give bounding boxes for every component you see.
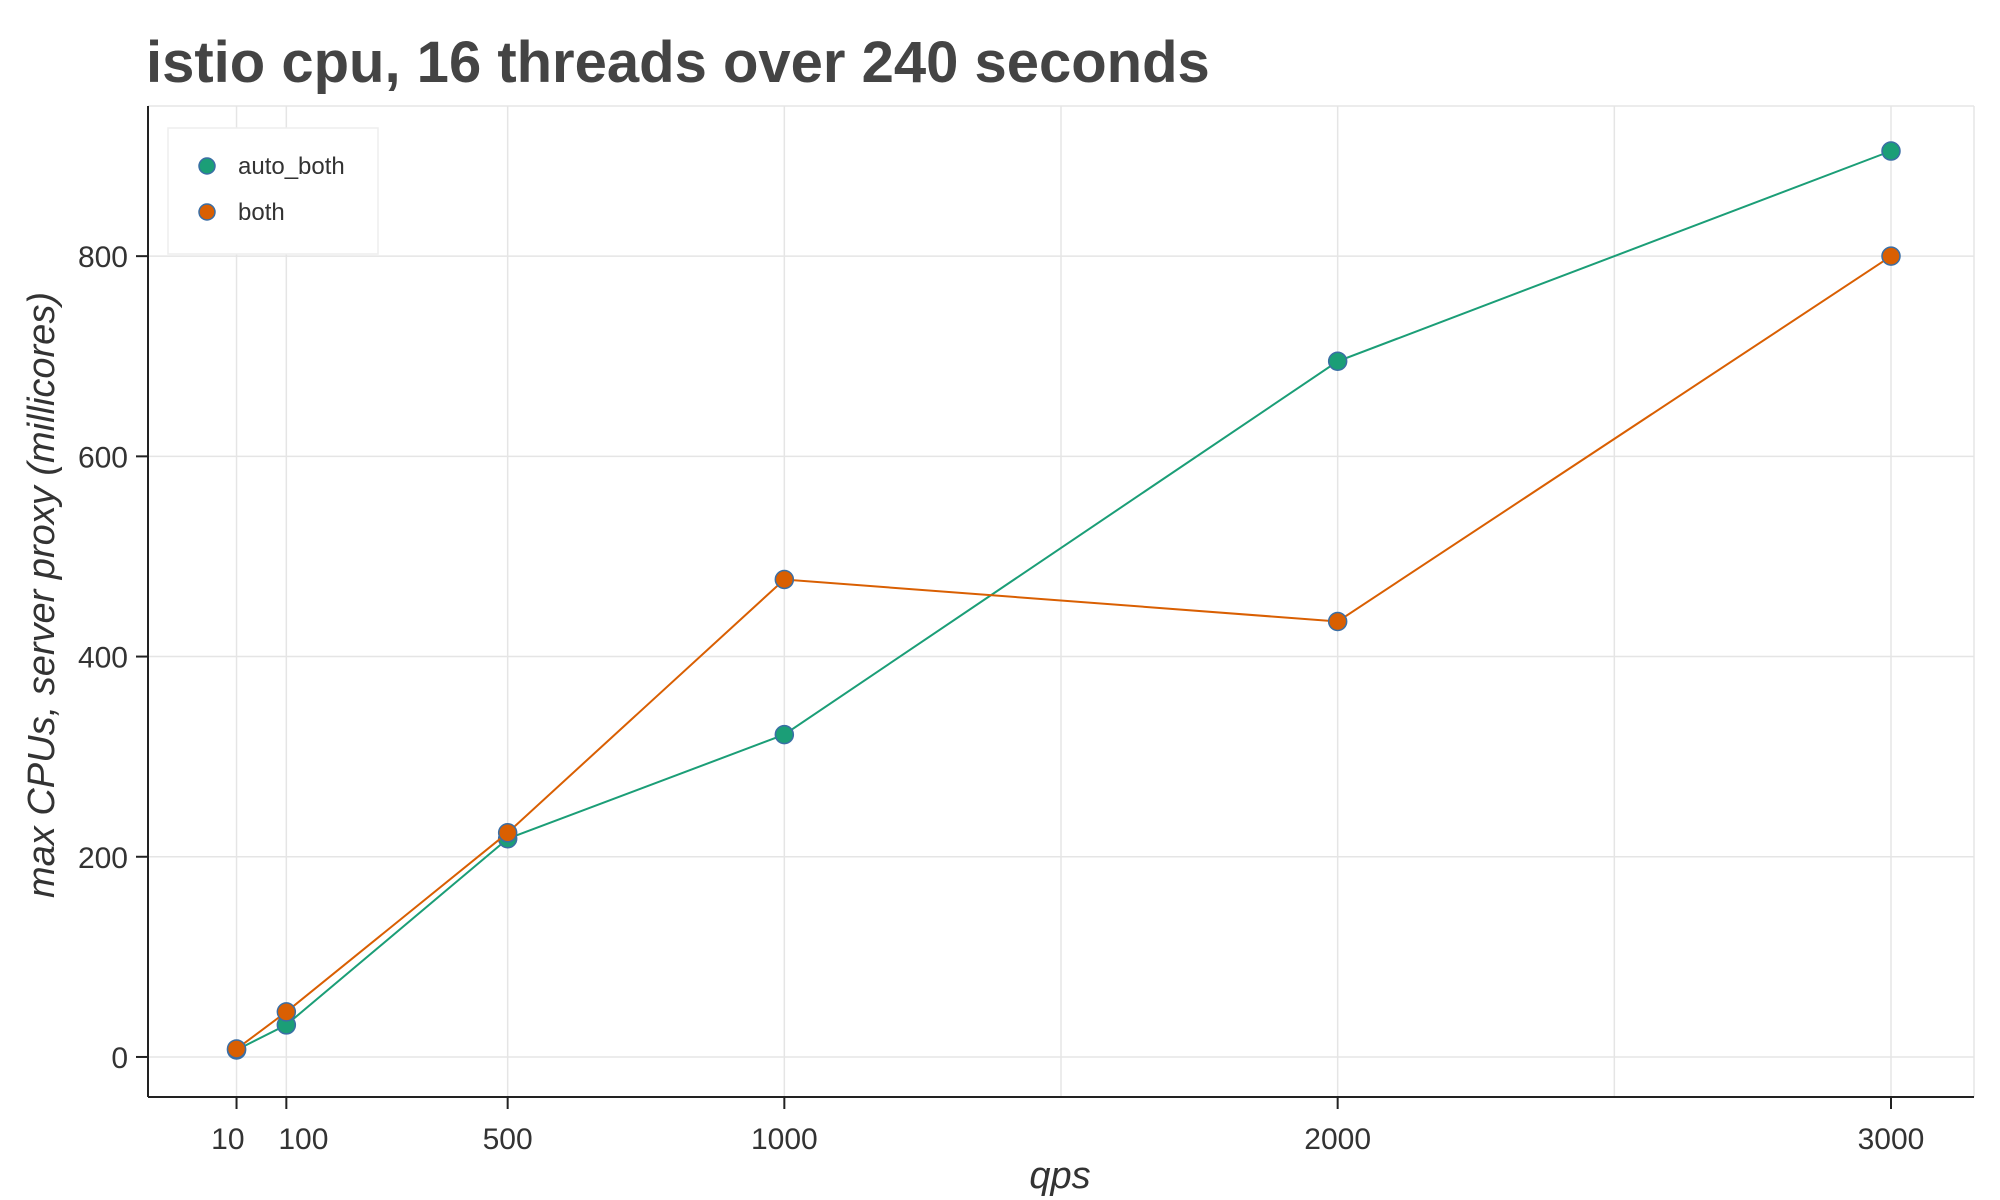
data-point-both-4 [1327,611,1348,632]
x-tick-label-4: 2000 [1304,1123,1371,1156]
data-point-both-0 [226,1039,247,1059]
x-tick-label-5: 3000 [1858,1123,1925,1156]
y-tick-label-2: 400 [78,642,128,675]
data-point-both-3 [774,569,795,590]
x-tick-label-2: 500 [483,1123,533,1156]
x-tick-label-0: 10 [211,1123,244,1156]
legend-box [167,127,379,255]
legend-marker-auto_both [198,157,216,175]
data-point-auto_both-4 [1327,351,1348,372]
y-tick-label-0: 0 [111,1042,128,1075]
series [226,141,1901,1060]
legend-label-both: both [238,199,285,226]
y-tick-label-4: 800 [78,241,128,274]
axes [147,106,1974,1098]
data-point-both-1 [276,1002,297,1022]
series-both [226,246,1901,1059]
ticks: 10 100 500 1000 2000 3000 0 200 400 600 800 [78,241,1924,1156]
y-tick-label-1: 200 [78,842,128,875]
series-line-both [235,255,1892,1050]
data-point-both-2 [497,822,518,843]
x-tick-label-3: 1000 [751,1123,818,1156]
chart-title: istio cpu, 16 threads over 240 seconds [146,30,1210,95]
x-axis-label: qps [1029,1155,1090,1197]
y-tick-label-3: 600 [78,441,128,474]
legend-label-auto_both: auto_both [238,153,345,180]
legend-marker-both [198,203,216,221]
data-point-auto_both-5 [1881,141,1901,161]
x-tick-label-1: 100 [278,1123,328,1156]
grid [148,105,1975,1097]
y-axis-label: max CPUs, server proxy (millicores) [21,292,63,898]
data-point-both-5 [1881,246,1901,266]
data-point-auto_both-3 [774,724,795,745]
